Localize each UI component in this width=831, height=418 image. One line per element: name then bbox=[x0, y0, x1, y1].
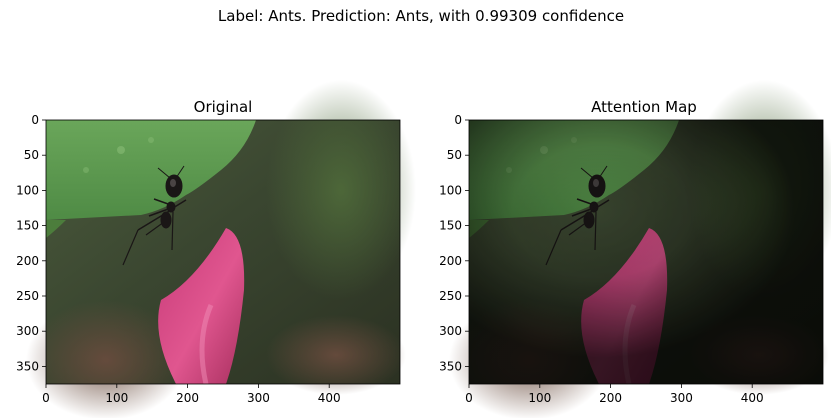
subplot-title: Original bbox=[194, 98, 253, 116]
y-tick-label: 200 bbox=[16, 254, 39, 268]
subplot-attention-map: Attention Map 0 100 200 300 400 0 50 100 150 200 2… bbox=[439, 80, 831, 418]
y-tick-label: 100 bbox=[16, 183, 39, 197]
y-tick-label: 50 bbox=[447, 148, 462, 162]
y-tick-label: 300 bbox=[16, 324, 39, 338]
x-tick-label: 100 bbox=[105, 391, 128, 405]
y-tick-label: 150 bbox=[16, 219, 39, 233]
y-tick-label: 250 bbox=[439, 289, 462, 303]
x-tick-label: 200 bbox=[176, 391, 199, 405]
axis-ticks: 0 100 200 300 400 0 50 100 150 200 250 300 350 bbox=[16, 113, 341, 405]
y-tick-label: 200 bbox=[439, 254, 462, 268]
x-tick-label: 300 bbox=[247, 391, 270, 405]
image-attention-map bbox=[449, 80, 831, 418]
x-tick-label: 0 bbox=[42, 391, 50, 405]
subplot-title: Attention Map bbox=[591, 98, 697, 116]
y-tick-label: 0 bbox=[31, 113, 39, 127]
subplot-original: Original 0 100 200 300 400 0 50 100 150 200 250 300… bbox=[16, 80, 416, 418]
y-tick-label: 100 bbox=[439, 183, 462, 197]
x-tick-label: 300 bbox=[670, 391, 693, 405]
image-original bbox=[26, 80, 416, 418]
y-tick-label: 0 bbox=[454, 113, 462, 127]
axes-frame bbox=[468, 119, 824, 385]
x-tick-label: 200 bbox=[599, 391, 622, 405]
y-tick-label: 300 bbox=[439, 324, 462, 338]
y-tick-label: 250 bbox=[16, 289, 39, 303]
x-tick-label: 0 bbox=[465, 391, 473, 405]
x-tick-label: 400 bbox=[318, 391, 341, 405]
x-tick-label: 400 bbox=[741, 391, 764, 405]
y-tick-label: 350 bbox=[16, 359, 39, 373]
axes-frame bbox=[45, 119, 401, 385]
figure-suptitle: Label: Ants. Prediction: Ants, with 0.99… bbox=[218, 7, 624, 25]
axis-ticks: 0 100 200 300 400 0 50 100 150 200 250 300 350 bbox=[439, 113, 764, 405]
y-tick-label: 350 bbox=[439, 359, 462, 373]
y-tick-label: 50 bbox=[24, 148, 39, 162]
x-tick-label: 100 bbox=[528, 391, 551, 405]
y-tick-label: 150 bbox=[439, 219, 462, 233]
